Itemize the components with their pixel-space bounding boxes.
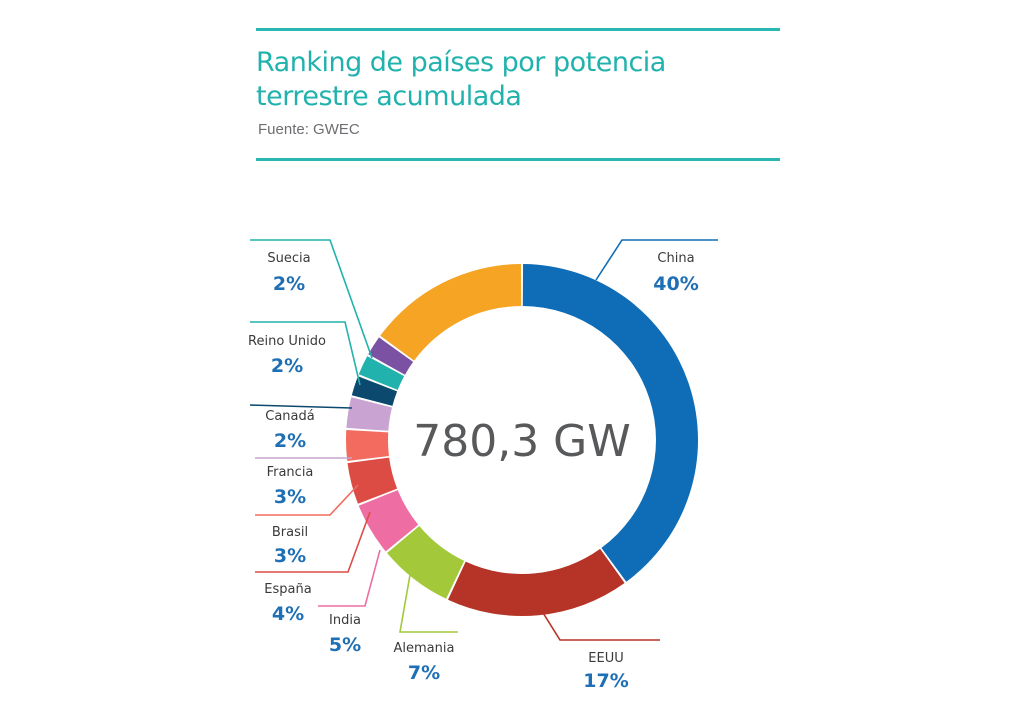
label-percent-alemania: 7% [408, 662, 440, 684]
leader-line-alemania [399, 574, 458, 633]
chart-title-line-2: terrestre acumulada [256, 81, 522, 112]
slice-reino-unido [358, 356, 405, 390]
leader-line-brasil [255, 484, 359, 516]
label-percent-reino-unido: 2% [271, 355, 303, 377]
slice-suecia [368, 337, 414, 375]
leader-line-espana [255, 511, 371, 573]
leader-line-suecia [250, 239, 373, 359]
leader-line-canada [249, 404, 353, 409]
slice-eeuu [448, 548, 625, 616]
chart-title-line-1: Ranking de países por potencia [256, 47, 666, 78]
label-name-espana: España [264, 582, 311, 597]
top-rule [256, 28, 780, 31]
leader-line-india [318, 549, 381, 607]
label-percent-canada: 2% [274, 430, 306, 452]
label-name-india: India [329, 613, 361, 628]
slice-brasil [346, 430, 389, 462]
slice-espana [347, 457, 398, 504]
slice-canada [351, 376, 398, 406]
slice-alemania [387, 526, 465, 599]
leader-line-reino-unido [250, 321, 361, 386]
bottom-rule [256, 158, 780, 161]
slice-india [358, 490, 419, 552]
label-percent-suecia: 2% [273, 273, 305, 295]
label-name-brasil: Brasil [272, 525, 308, 540]
slice-other [380, 264, 522, 361]
label-name-francia: Francia [267, 465, 314, 480]
center-total-label: 780,3 GW [413, 416, 631, 467]
label-percent-india: 5% [329, 634, 361, 656]
slice-francia [346, 397, 393, 431]
label-name-suecia: Suecia [267, 251, 310, 266]
slice-china [522, 264, 698, 582]
chart-title: Ranking de países por potencia terrestre… [256, 46, 696, 114]
label-name-canada: Canadá [265, 409, 314, 424]
chart-source: Fuente: GWEC [258, 121, 360, 138]
label-name-reino-unido: Reino Unido [248, 334, 326, 349]
label-percent-brasil: 3% [274, 545, 306, 567]
label-percent-eeuu: 17% [583, 670, 628, 692]
label-percent-china: 40% [653, 273, 698, 295]
label-name-alemania: Alemania [394, 641, 455, 656]
label-percent-espana: 4% [272, 603, 304, 625]
leader-line-eeuu [539, 607, 660, 641]
leader-line-china [595, 239, 718, 281]
label-percent-francia: 3% [274, 486, 306, 508]
label-name-china: China [657, 251, 694, 266]
label-name-eeuu: EEUU [588, 651, 623, 666]
